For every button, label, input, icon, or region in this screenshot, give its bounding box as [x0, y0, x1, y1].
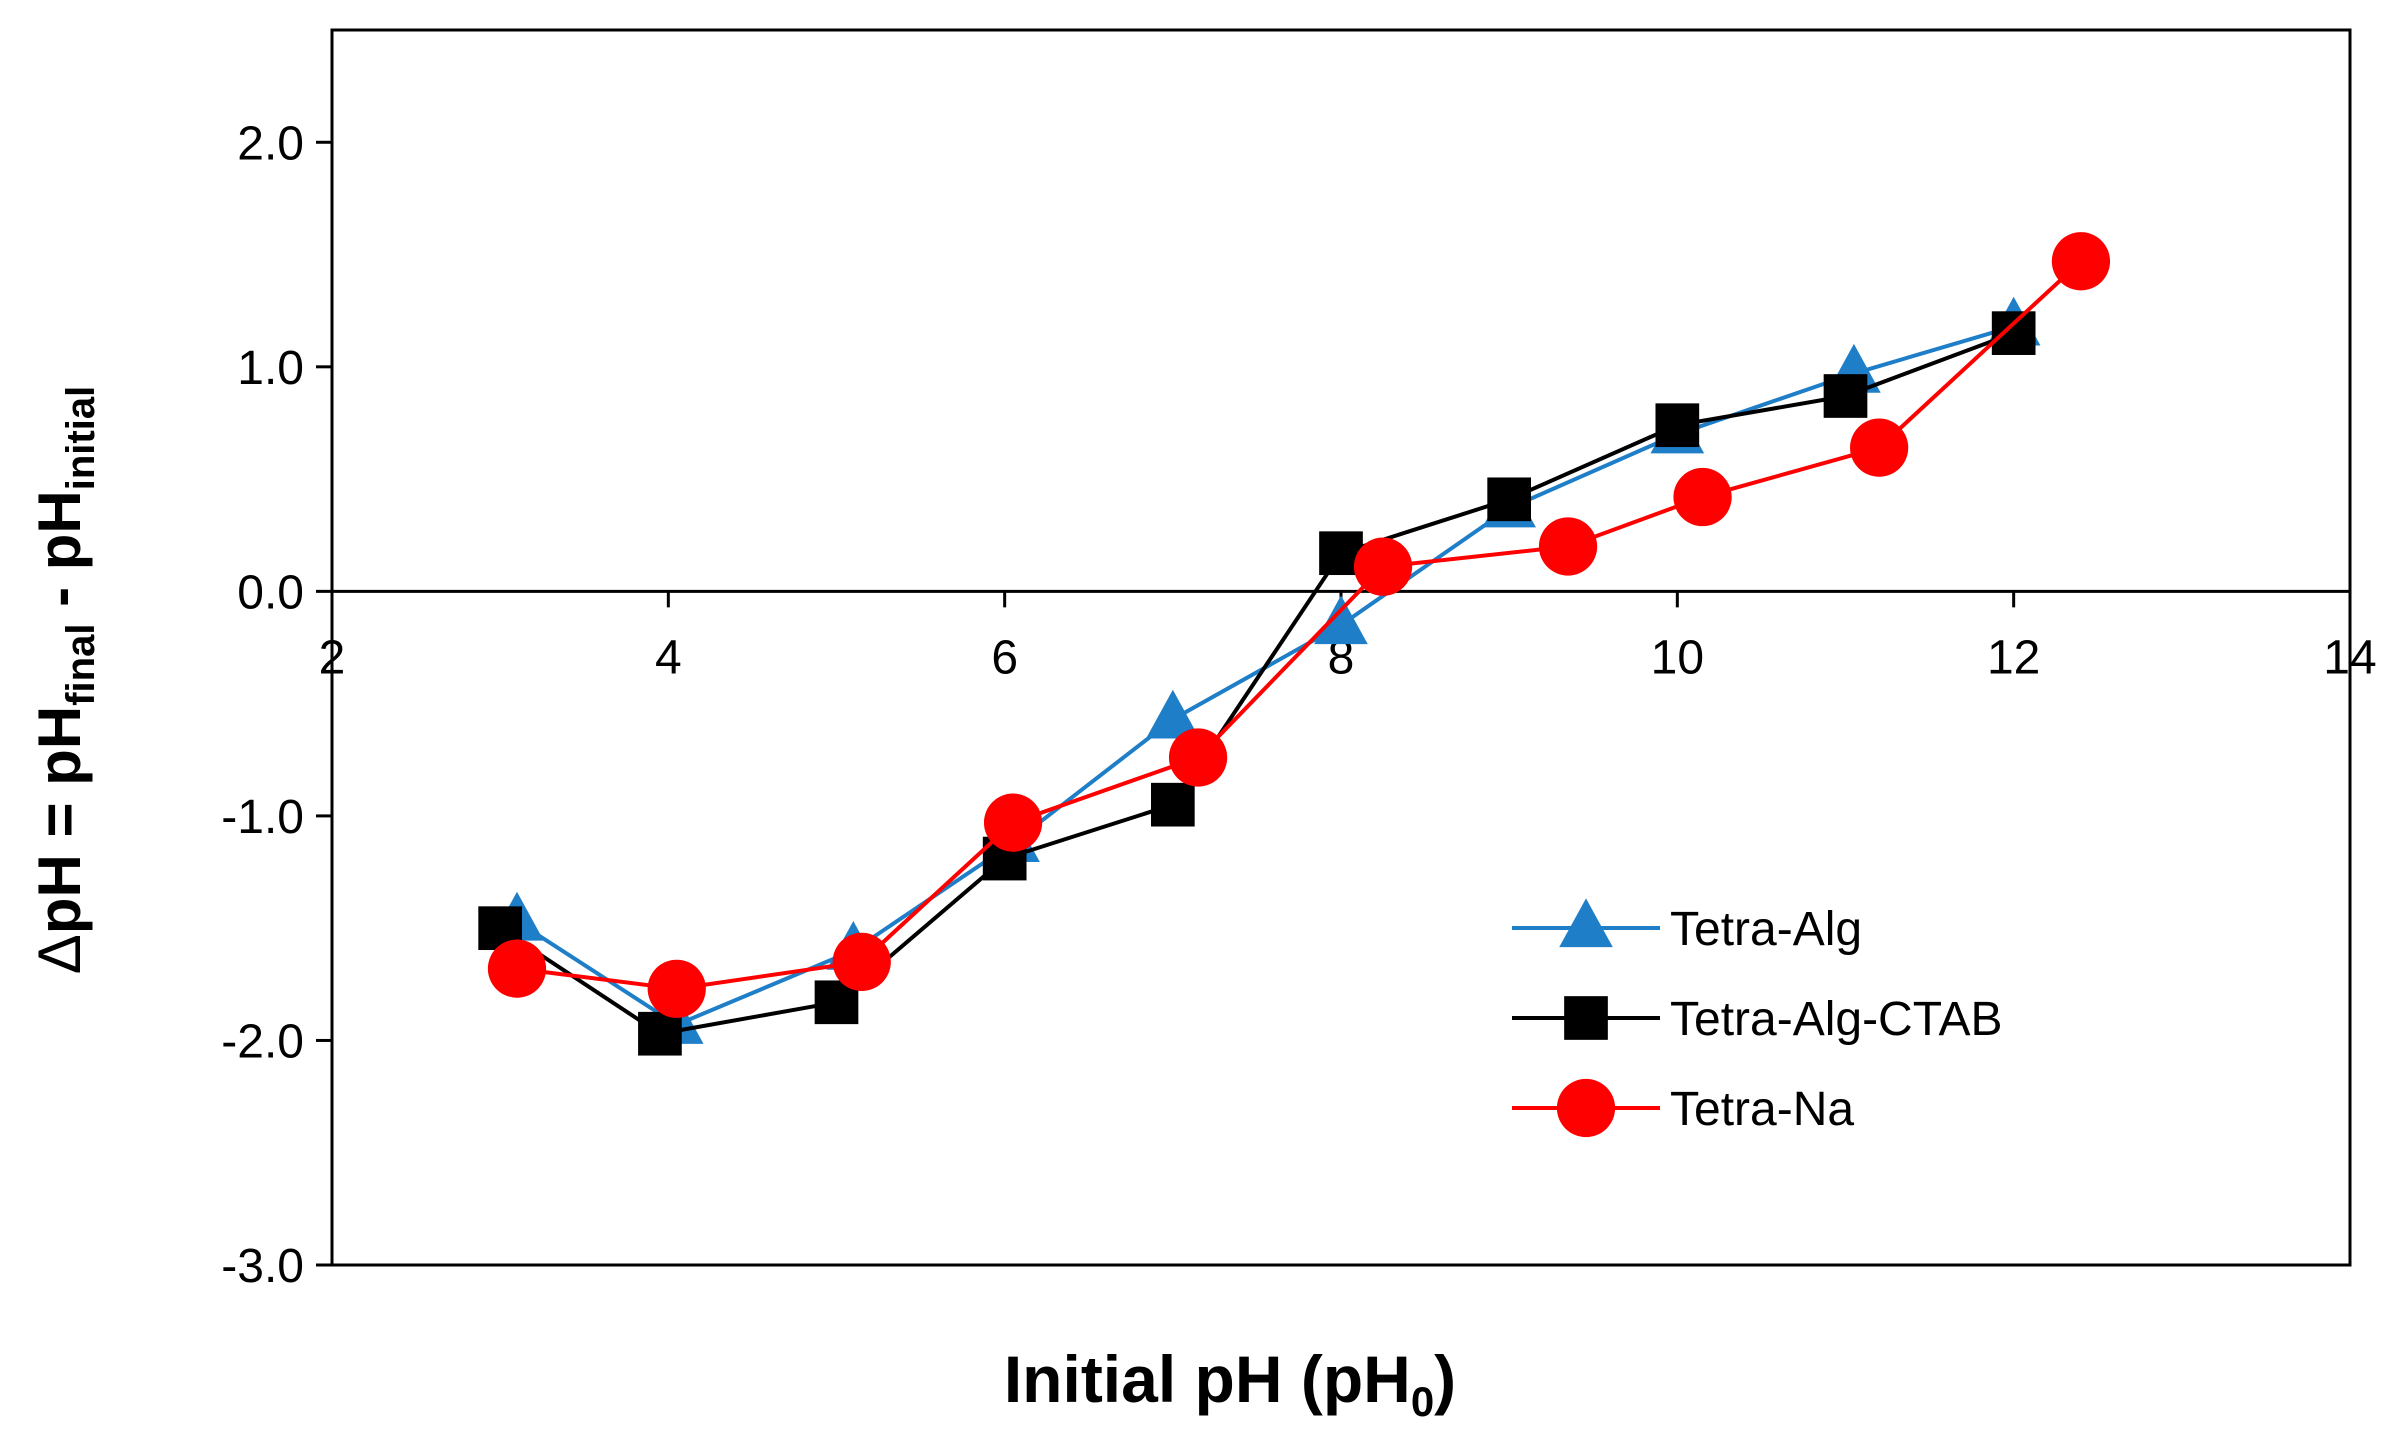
data-point-tetra-na [1538, 517, 1598, 576]
series-layer [478, 232, 2111, 1056]
data-point-tetra-alg-ctab [1823, 374, 1868, 418]
series-tetra-alg-ctab [478, 311, 2036, 1056]
y-tick-label: -1.0 [221, 791, 304, 844]
data-point-tetra-na [647, 959, 706, 1018]
y-axis: -3.0 -2.0 -1.0 0.0 1.0 2.0 [221, 117, 332, 1293]
y-tick-label: 0.0 [237, 566, 304, 619]
data-point-tetra-alg [1146, 689, 1200, 739]
data-point-tetra-na [1168, 728, 1228, 787]
x-tick-label: 14 [2323, 631, 2376, 684]
plot-area [330, 28, 2352, 1267]
legend-marker-tetra-alg [1559, 898, 1613, 948]
y-tick-label: 2.0 [237, 117, 304, 170]
data-point-tetra-alg-ctab [1655, 403, 1700, 448]
data-point-tetra-na [1850, 418, 1909, 477]
series-line-tetra-alg [515, 324, 2015, 1027]
legend-marker-tetra-na [1556, 1078, 1616, 1138]
series-tetra-na [487, 232, 2111, 1018]
legend-label-tetra-na: Tetra-Na [1670, 1083, 1854, 1136]
data-point-tetra-na [2051, 232, 2111, 291]
data-point-tetra-na [983, 793, 1043, 852]
legend-label-tetra-alg: Tetra-Alg [1670, 903, 1862, 956]
y-axis-title: ΔpH = pHfinal - pHinitial [26, 386, 103, 974]
x-tick-label: 10 [1651, 631, 1704, 684]
x-tick-label: 4 [655, 631, 682, 684]
legend: Tetra-Alg Tetra-Alg-CTAB Tetra-Na [1512, 898, 2003, 1138]
data-point-tetra-alg-ctab [1150, 782, 1195, 827]
x-tick-label: 12 [1987, 631, 2040, 684]
series-line-tetra-alg-ctab [499, 331, 2015, 1036]
data-point-tetra-alg-ctab [1991, 311, 2036, 355]
data-point-tetra-alg-ctab [638, 1011, 682, 1056]
x-tick-label: 2 [319, 631, 346, 684]
data-point-tetra-na [832, 932, 891, 991]
data-point-tetra-na [487, 939, 547, 998]
y-tick-label: -3.0 [221, 1240, 304, 1293]
legend-label-tetra-alg-ctab: Tetra-Alg-CTAB [1670, 993, 2003, 1046]
legend-marker-tetra-alg-ctab [1564, 996, 1608, 1040]
data-point-tetra-alg-ctab [1487, 477, 1532, 522]
data-point-tetra-na [1353, 537, 1413, 596]
x-tick-label: 6 [991, 631, 1018, 684]
x-axis-title: Initial pH (pH0) [1004, 1342, 1456, 1425]
y-tick-label: -2.0 [221, 1015, 304, 1068]
series-line-tetra-na [516, 259, 2083, 991]
data-point-tetra-alg [1314, 595, 1368, 645]
data-point-tetra-na [1673, 467, 1732, 527]
y-tick-label: 1.0 [237, 342, 304, 395]
